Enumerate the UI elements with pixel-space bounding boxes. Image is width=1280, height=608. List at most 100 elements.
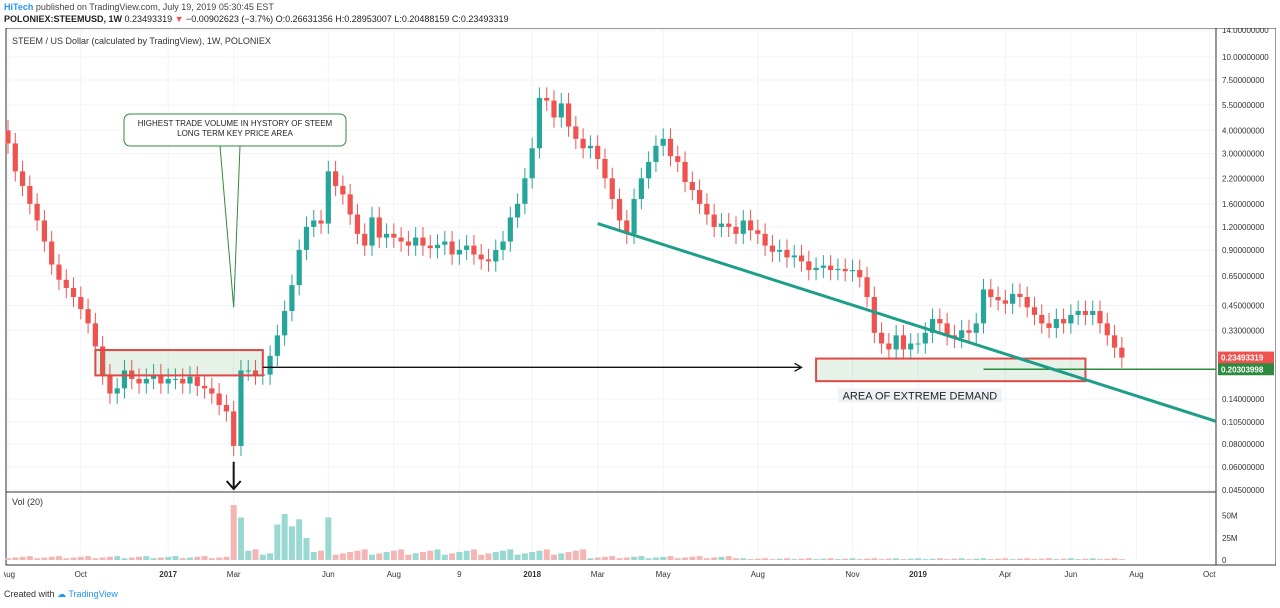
symbol: POLONIEX:STEEMUSD, 1W bbox=[4, 14, 123, 24]
candle-body bbox=[937, 319, 943, 324]
candle-body bbox=[223, 404, 229, 412]
tradingview-link[interactable]: TradingView bbox=[68, 589, 118, 599]
volume-tick-label: 50M bbox=[1222, 512, 1238, 521]
last-price: 0.23493319 bbox=[124, 14, 173, 24]
volume-bar bbox=[864, 558, 871, 560]
volume-label: Vol (20) bbox=[12, 497, 43, 507]
volume-bar bbox=[12, 557, 19, 560]
author-name[interactable]: HiTech bbox=[4, 2, 34, 12]
volume-bar bbox=[376, 553, 383, 560]
candle-body bbox=[121, 370, 128, 389]
y-tick-label: 0.90000000 bbox=[1222, 246, 1265, 255]
volume-bar bbox=[237, 517, 244, 560]
volume-bar bbox=[1009, 559, 1016, 560]
volume-bar bbox=[492, 552, 499, 560]
change-value: −0.00902623 (−3.7%) bbox=[186, 14, 274, 24]
volume-bar bbox=[1038, 558, 1045, 560]
volume-bar bbox=[405, 554, 412, 560]
volume-bar bbox=[769, 559, 776, 560]
candle-body bbox=[704, 203, 710, 215]
volume-bar bbox=[1016, 558, 1023, 560]
volume-bar bbox=[601, 556, 608, 560]
candle-body bbox=[449, 241, 455, 255]
volume-bar bbox=[157, 557, 164, 560]
candle-body bbox=[391, 233, 397, 238]
candle-body bbox=[1002, 300, 1008, 304]
x-tick-label: 2018 bbox=[523, 570, 541, 579]
volume-bar bbox=[500, 550, 507, 560]
volume-bar bbox=[398, 549, 405, 560]
candle-body bbox=[383, 233, 390, 238]
volume-bar bbox=[5, 558, 11, 560]
candle-body bbox=[1119, 347, 1125, 358]
candle-body bbox=[100, 346, 106, 375]
volume-bar bbox=[427, 550, 434, 560]
volume-bar bbox=[951, 558, 958, 560]
candle-body bbox=[267, 355, 273, 375]
volume-bar bbox=[631, 556, 638, 560]
candle-body bbox=[769, 245, 775, 252]
volume-bar bbox=[623, 557, 630, 560]
candle-body bbox=[944, 323, 950, 336]
candle-body bbox=[340, 185, 346, 195]
candle-body bbox=[413, 237, 419, 246]
volume-bar bbox=[1024, 558, 1031, 560]
x-tick-label: Oct bbox=[1203, 570, 1216, 579]
candle-body bbox=[1024, 297, 1030, 308]
volume-bar bbox=[274, 524, 281, 560]
candle-body bbox=[842, 268, 848, 272]
volume-bar bbox=[223, 556, 230, 560]
publisher-line: HiTech published on TradingView.com, Jul… bbox=[4, 2, 274, 12]
volume-bar bbox=[383, 552, 390, 560]
candle-body bbox=[1010, 293, 1016, 304]
volume-bar bbox=[565, 552, 572, 560]
candle-body bbox=[478, 254, 484, 260]
y-tick-label: 0.14000000 bbox=[1222, 395, 1265, 404]
volume-bar bbox=[172, 556, 179, 560]
candle-body bbox=[1082, 311, 1089, 315]
volume-bar bbox=[70, 557, 77, 560]
volume-bar bbox=[339, 553, 346, 560]
candle-body bbox=[1017, 293, 1023, 298]
volume-group bbox=[5, 505, 1125, 560]
volume-bar bbox=[1118, 559, 1125, 560]
candle-body bbox=[711, 214, 717, 227]
volume-bar bbox=[551, 554, 557, 560]
price-label-text: 0.20303998 bbox=[1221, 365, 1264, 374]
volume-bar bbox=[1031, 559, 1038, 560]
volume-bar bbox=[929, 558, 936, 560]
y-tick-label: 4.00000000 bbox=[1222, 126, 1265, 135]
volume-bar bbox=[485, 553, 492, 560]
y-tick-label: 0.45000000 bbox=[1222, 301, 1265, 310]
candle-body bbox=[973, 323, 979, 333]
price-label-text: 0.23493319 bbox=[1221, 354, 1264, 363]
candle-body bbox=[995, 297, 1001, 301]
price-chart[interactable]: 14.00000000 10.00000000 7.50000000 5.500000… bbox=[1, 26, 1277, 582]
x-tick-label: May bbox=[656, 570, 671, 579]
volume-bar bbox=[150, 558, 157, 560]
candle-body bbox=[871, 297, 877, 333]
candle-body bbox=[929, 319, 936, 333]
price-label-tag bbox=[1218, 363, 1274, 376]
volume-bar bbox=[733, 558, 739, 560]
candle-body bbox=[5, 130, 11, 144]
x-tick-label: Nov bbox=[845, 570, 859, 579]
candle-body bbox=[1104, 323, 1110, 336]
candle-body bbox=[660, 138, 666, 146]
candle-body bbox=[536, 97, 543, 149]
volume-bar bbox=[805, 558, 812, 560]
candle-body bbox=[879, 332, 885, 344]
volume-bar bbox=[419, 552, 426, 560]
candle-body bbox=[347, 194, 353, 215]
volume-bar bbox=[842, 558, 849, 560]
y-tick-label: 0.10500000 bbox=[1222, 418, 1265, 427]
volume-bar bbox=[288, 526, 295, 560]
volume-tick-label: 0 bbox=[1222, 556, 1227, 565]
candle-body bbox=[689, 182, 695, 191]
volume-bar bbox=[41, 557, 48, 560]
chart-frame[interactable]: 14.00000000 10.00000000 7.50000000 5.500000… bbox=[1, 26, 1277, 582]
candle-body bbox=[653, 145, 659, 162]
candle-body bbox=[107, 374, 113, 394]
y-tick-label: 0.65000000 bbox=[1222, 272, 1265, 281]
candle-body bbox=[624, 220, 630, 234]
